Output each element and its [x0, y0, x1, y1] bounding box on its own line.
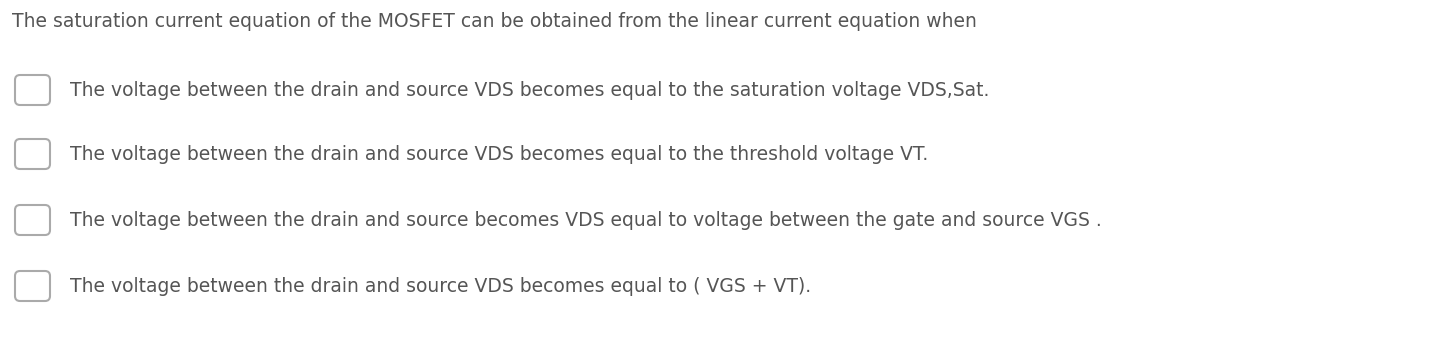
Text: The voltage between the drain and source becomes VDS equal to voltage between th: The voltage between the drain and source…: [70, 210, 1101, 229]
Text: The voltage between the drain and source VDS becomes equal to ( VGS + VT).: The voltage between the drain and source…: [70, 276, 811, 295]
FancyBboxPatch shape: [14, 139, 50, 169]
Text: The voltage between the drain and source VDS becomes equal to the threshold volt: The voltage between the drain and source…: [70, 145, 928, 163]
FancyBboxPatch shape: [14, 205, 50, 235]
Text: The saturation current equation of the MOSFET can be obtained from the linear cu: The saturation current equation of the M…: [11, 12, 977, 31]
Text: The voltage between the drain and source VDS becomes equal to the saturation vol: The voltage between the drain and source…: [70, 80, 990, 100]
FancyBboxPatch shape: [14, 75, 50, 105]
FancyBboxPatch shape: [14, 271, 50, 301]
